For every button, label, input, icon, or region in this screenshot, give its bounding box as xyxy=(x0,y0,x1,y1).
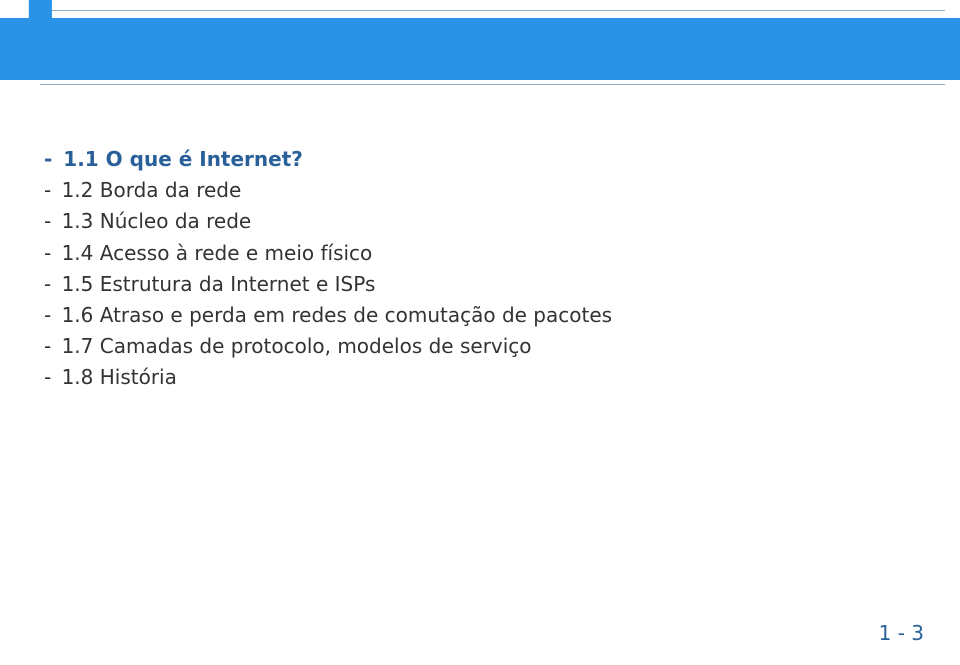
title-bar: Redes de computadores e a Internet xyxy=(0,18,960,80)
toc-item: - 1.2 Borda da rede xyxy=(44,175,924,206)
toc-item: - 1.5 Estrutura da Internet e ISPs xyxy=(44,269,924,300)
page-number: 1 - 3 xyxy=(879,621,924,645)
slide-title: Redes de computadores e a Internet xyxy=(60,25,827,74)
toc-item: - 1.4 Acesso à rede e meio físico xyxy=(44,238,924,269)
toc-item: - 1.7 Camadas de protocolo, modelos de s… xyxy=(44,331,924,362)
bullet-dash: - xyxy=(44,303,51,327)
toc-item-label: 1.5 Estrutura da Internet e ISPs xyxy=(62,272,376,296)
toc-item: - 1.3 Núcleo da rede xyxy=(44,206,924,237)
bullet-dash: - xyxy=(44,147,52,171)
toc-item-label: 1.3 Núcleo da rede xyxy=(62,209,252,233)
rule-top xyxy=(40,10,945,11)
toc-item-label: 1.8 História xyxy=(62,365,177,389)
bullet-dash: - xyxy=(44,178,51,202)
bullet-dash: - xyxy=(44,241,51,265)
toc-item: - 1.8 História xyxy=(44,362,924,393)
bullet-dash: - xyxy=(44,272,51,296)
toc-item-label: 1.7 Camadas de protocolo, modelos de ser… xyxy=(62,334,532,358)
toc-item-label: 1.2 Borda da rede xyxy=(62,178,242,202)
toc-item-label: 1.4 Acesso à rede e meio físico xyxy=(62,241,373,265)
bullet-dash: - xyxy=(44,365,51,389)
rule-bottom xyxy=(40,84,945,85)
toc-item-label: 1.1 O que é Internet? xyxy=(63,147,303,171)
toc-item: - 1.1 O que é Internet? xyxy=(44,144,924,175)
toc-item-label: 1.6 Atraso e perda em redes de comutação… xyxy=(62,303,612,327)
slide: 1 Redes de computadores e a Internet - 1… xyxy=(0,0,960,665)
toc-item: - 1.6 Atraso e perda em redes de comutaç… xyxy=(44,300,924,331)
bullet-dash: - xyxy=(44,334,51,358)
bullet-dash: - xyxy=(44,209,51,233)
table-of-contents: - 1.1 O que é Internet?- 1.2 Borda da re… xyxy=(44,144,924,394)
